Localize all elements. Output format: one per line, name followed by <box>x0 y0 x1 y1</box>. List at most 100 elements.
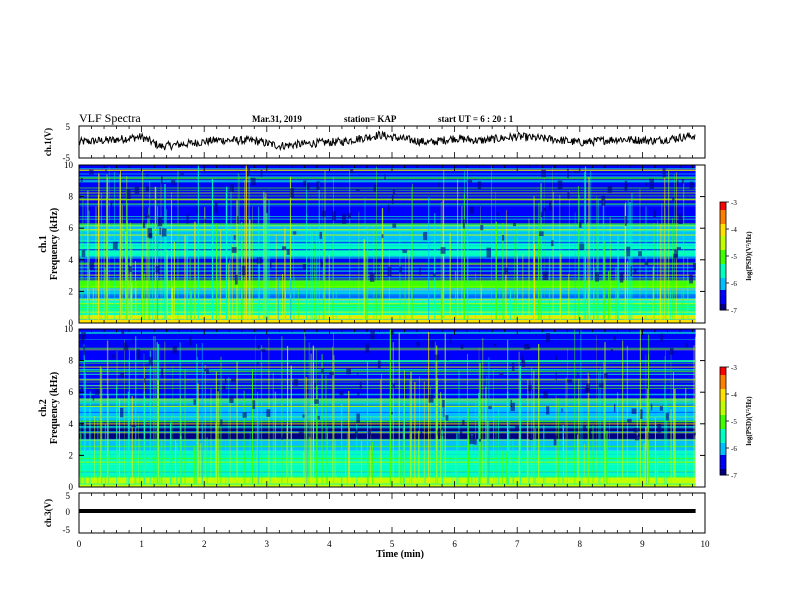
spectrogram-dark-patch <box>521 359 526 367</box>
spectrogram-dark-patch <box>189 336 192 346</box>
spectrogram-dark-patch <box>204 219 206 223</box>
ytick-label: 6 <box>69 223 74 233</box>
spectrogram-dark-patch <box>553 435 557 446</box>
spectrogram-dark-patch <box>392 223 397 228</box>
colorbar-segment <box>720 280 726 283</box>
spectrogram-dark-patch <box>320 261 323 268</box>
spectrogram-dark-patch <box>136 349 141 360</box>
ch3-waveform-panel: ch.3(V) 5 0 -5 <box>43 491 706 535</box>
spectrogram-dark-patch <box>286 248 290 255</box>
spectrogram-dark-patch <box>502 235 505 241</box>
ch3-ytick-neg5: -5 <box>63 525 71 535</box>
colorbar-segment <box>720 377 726 380</box>
spectrogram-dark-patch <box>631 408 637 414</box>
spectrogram-dark-patch <box>110 201 113 207</box>
spectrogram-dark-patch <box>260 349 266 352</box>
spectrogram-dark-patch <box>624 180 628 188</box>
spectrogram-dark-patch <box>319 231 322 239</box>
spectrogram-dark-patch <box>529 434 533 441</box>
xtick-label: 7 <box>515 539 520 549</box>
spectrogram-dark-patch <box>431 340 434 348</box>
xtick-label: 3 <box>265 539 270 549</box>
station-label: station= KAP <box>344 114 397 124</box>
colorbar-segment <box>720 451 726 454</box>
colorbar-tick-label: -6 <box>731 445 737 453</box>
spectrogram-band <box>79 420 696 440</box>
spectrogram-dark-patch <box>256 361 259 365</box>
spectrogram-dark-patch <box>561 408 563 412</box>
spectrogram-dark-patch <box>582 425 586 429</box>
spectrogram-dark-patch <box>146 173 149 177</box>
spectrogram-dark-patch <box>515 425 519 431</box>
spectrogram-dark-patch <box>659 406 663 411</box>
colorbar-segment <box>720 463 726 466</box>
spectrogram-dark-patch <box>586 383 590 393</box>
spectrogram-dark-patch <box>171 180 176 185</box>
spectrogram-dark-patch <box>607 185 613 193</box>
spectrogram-dark-patch <box>161 367 163 378</box>
spectrogram-dark-patch <box>424 429 428 433</box>
colorbar-segment <box>720 407 726 410</box>
ch2-colorbar: -3 -4 -5 -6 -7 log(PSD)(V²/Hz) <box>719 364 753 480</box>
spectrogram-dark-patch <box>588 429 592 439</box>
colorbar-segment <box>720 453 726 456</box>
spectrogram-dark-patch <box>624 216 627 226</box>
colorbar-segment <box>720 252 726 255</box>
spectrogram-dark-patch <box>419 267 421 275</box>
colorbar-segment <box>720 226 726 229</box>
colorbar-segment <box>720 403 726 406</box>
colorbar-segment <box>720 381 726 384</box>
colorbar-segment <box>720 455 726 458</box>
spectrogram-band <box>79 315 696 323</box>
ch1-ytick-neg5: -5 <box>63 153 71 163</box>
spectrogram-dark-patch <box>650 403 653 411</box>
spectrogram-band <box>79 280 696 289</box>
spectrogram-dark-patch <box>546 406 550 415</box>
spectrogram-dark-patch <box>231 378 236 383</box>
spectrogram-dark-patch <box>381 234 384 239</box>
spectrogram-dark-patch <box>438 182 440 187</box>
colorbar-tick-label: -5 <box>731 418 737 426</box>
x-axis-label: Time (min) <box>376 549 424 560</box>
spectrogram-dark-patch <box>433 273 436 278</box>
xtick-label: 5 <box>390 539 395 549</box>
colorbar-segment <box>720 224 726 227</box>
spectrogram-dark-patch <box>131 424 136 428</box>
spectrogram-dark-patch <box>229 396 234 403</box>
ch3-waveform-ylabel: ch.3(V) <box>43 499 53 527</box>
spectrogram-dark-patch <box>567 168 569 179</box>
spectrogram-dark-patch <box>350 169 354 173</box>
spectrogram-dark-patch <box>662 167 666 178</box>
colorbar-tick-label: -7 <box>731 307 737 315</box>
spectrogram-dark-patch <box>462 219 465 229</box>
xtick-label: 0 <box>77 539 82 549</box>
colorbar-segment <box>720 218 726 221</box>
colorbar-segment <box>720 308 726 311</box>
spectrogram-dark-patch <box>247 167 250 177</box>
ch1-spectrogram-panel: ch.1 Frequency (kHz) 0 2 4 6 8 10 <box>38 160 706 328</box>
colorbar-segment <box>720 367 726 370</box>
spectrogram-dark-patch <box>434 354 439 361</box>
spectrogram-dark-patch <box>242 412 247 418</box>
spectrogram-dark-patch <box>638 251 642 257</box>
spectrogram-dark-patch <box>445 415 449 421</box>
spectrogram-dark-patch <box>357 372 359 376</box>
spectrogram-dark-patch <box>388 204 390 213</box>
spectrogram-dark-patch <box>159 227 161 235</box>
colorbar-segment <box>720 296 726 299</box>
spectrogram-dark-patch <box>513 222 516 227</box>
spectrogram-dark-patch <box>392 189 396 196</box>
spectrogram-dark-patch <box>496 212 499 216</box>
spectrogram-dark-patch <box>579 221 582 228</box>
spectrogram-dark-patch <box>459 428 463 437</box>
ch3-ytick-5: 5 <box>66 491 71 501</box>
spectrogram-dark-patch <box>92 394 95 401</box>
colorbar-segment <box>720 409 726 412</box>
ch1-waveform-trace <box>78 130 696 152</box>
colorbar-label: log(PSD)(V²/Hz) <box>745 231 753 281</box>
colorbar-segment <box>720 276 726 279</box>
colorbar-segment <box>720 220 726 223</box>
colorbar-segment <box>720 256 726 259</box>
colorbar-segment <box>720 431 726 434</box>
